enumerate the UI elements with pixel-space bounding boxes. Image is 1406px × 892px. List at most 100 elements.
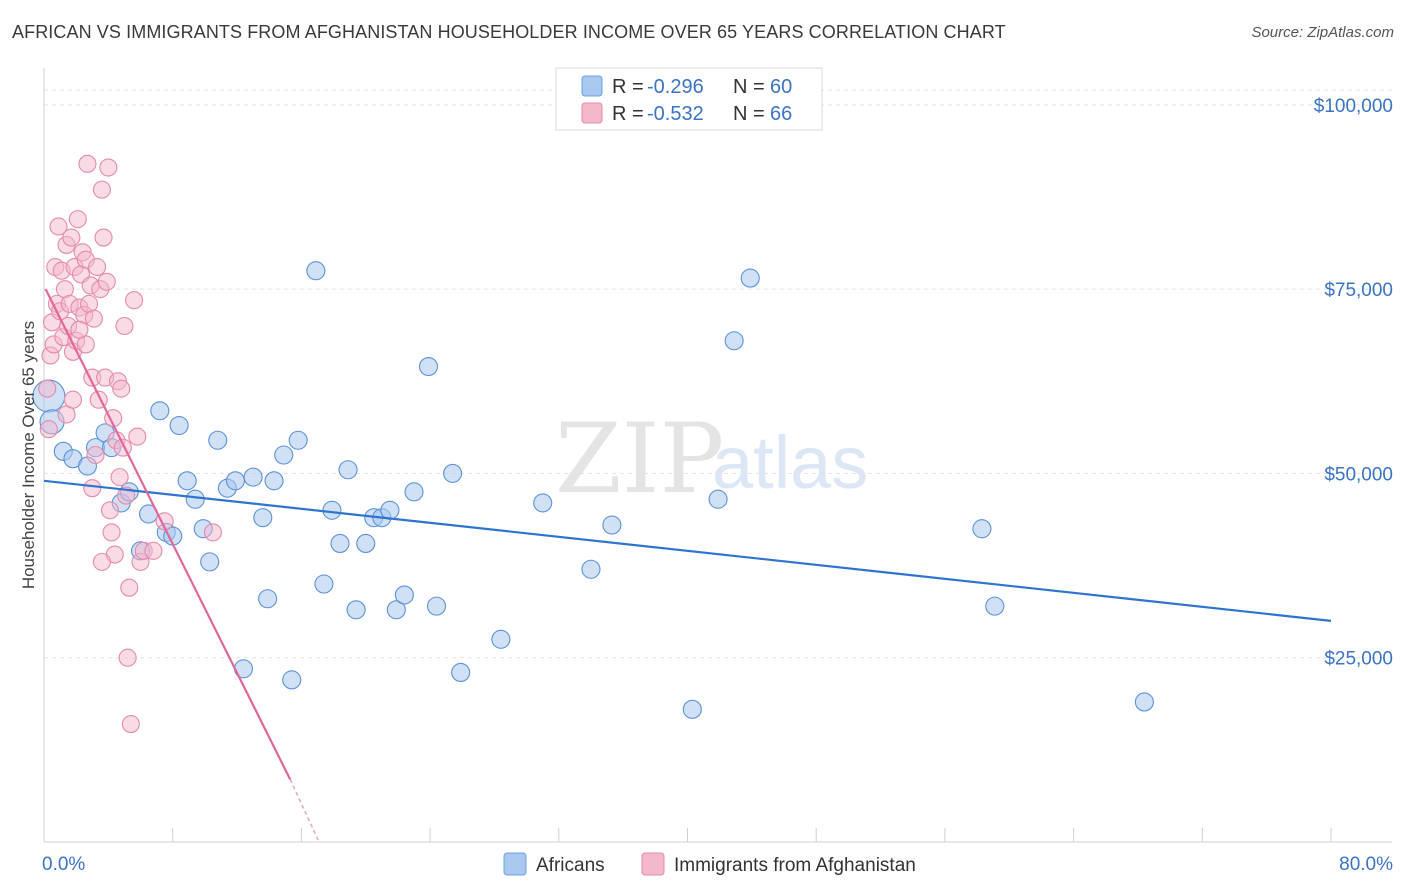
point-afghanistan	[94, 228, 113, 247]
x-tick-label-min: 0.0%	[42, 854, 85, 875]
point-africans	[150, 401, 170, 421]
point-africans	[314, 574, 334, 594]
legend-r-label-1: R =	[612, 103, 644, 125]
point-africans	[708, 489, 728, 509]
legend-swatch-afghanistan	[581, 102, 603, 124]
point-africans	[386, 600, 406, 620]
point-africans	[740, 268, 760, 288]
legend-n-label-1: N =	[733, 103, 765, 125]
point-africans	[258, 589, 278, 609]
point-afghanistan	[92, 180, 111, 199]
point-africans	[288, 430, 308, 450]
point-africans	[418, 356, 439, 377]
x-tick-labels: 0.0% 80.0%	[42, 854, 1393, 875]
point-africans	[972, 519, 992, 539]
source-label: Source: ZipAtlas.com	[1251, 24, 1394, 41]
point-africans	[264, 471, 284, 491]
point-africans	[682, 699, 702, 719]
legend-n-value-1: 66	[770, 103, 792, 125]
legend-n-label-0: N =	[733, 76, 765, 98]
point-africans	[491, 629, 511, 649]
point-africans	[274, 445, 294, 465]
point-africans	[426, 596, 447, 616]
point-africans	[443, 463, 463, 483]
point-africans	[724, 331, 744, 351]
point-afghanistan	[83, 479, 102, 498]
point-afghanistan	[68, 210, 87, 229]
x-tick-label-max: 80.0%	[1339, 854, 1393, 875]
point-africans	[330, 533, 350, 554]
point-africans	[1134, 692, 1154, 712]
point-afghanistan	[78, 154, 97, 173]
point-africans	[404, 482, 424, 502]
point-afghanistan	[70, 320, 89, 339]
point-afghanistan	[121, 715, 140, 734]
point-afghanistan	[39, 420, 58, 439]
bottom-legend-afghanistan: Immigrants from Afghanistan	[674, 855, 916, 876]
point-afghanistan	[102, 523, 121, 542]
point-afghanistan	[118, 648, 137, 667]
point-africans	[533, 493, 553, 513]
point-afghanistan	[115, 316, 134, 336]
legend-swatch-africans	[581, 75, 603, 97]
point-afghanistan	[86, 445, 105, 465]
point-africans	[306, 261, 326, 281]
point-afghanistan	[112, 379, 131, 398]
point-africans	[169, 415, 189, 436]
point-africans	[338, 460, 358, 480]
point-afghanistan	[88, 257, 107, 277]
point-africans	[177, 471, 197, 491]
point-afghanistan	[63, 390, 83, 409]
y-axis-title: Householder Income Over 65 years	[19, 321, 38, 589]
watermark-zip: ZIP	[555, 403, 724, 515]
chart-title: AFRICAN VS IMMIGRANTS FROM AFGHANISTAN H…	[12, 22, 1006, 42]
y-tick-label-0: $25,000	[1324, 649, 1393, 670]
point-afghanistan	[38, 379, 57, 398]
bottom-legend: Africans Immigrants from Afghanistan	[503, 852, 916, 876]
point-africans	[282, 670, 302, 690]
point-afghanistan	[125, 291, 144, 310]
bottom-legend-africans: Africans	[536, 855, 605, 876]
trend-line-afghanistan-extension	[289, 779, 320, 843]
point-africans	[253, 508, 273, 528]
point-africans	[208, 430, 228, 450]
point-afghanistan	[97, 272, 116, 291]
point-africans	[380, 500, 400, 520]
point-africans	[451, 662, 471, 683]
watermark: ZIP atlas	[555, 403, 868, 515]
legend-r-value-1: -0.532	[647, 103, 704, 125]
bottom-legend-swatch-afghanistan	[641, 852, 665, 876]
point-afghanistan	[84, 309, 103, 328]
point-afghanistan	[99, 158, 118, 177]
axes	[43, 68, 1392, 843]
legend-n-value-0: 60	[770, 76, 792, 98]
legend: R = -0.296 N = 60 R = -0.532 N = 66	[555, 67, 823, 131]
point-afghanistan	[128, 427, 147, 446]
point-africans	[322, 500, 342, 520]
point-afghanistan	[62, 228, 81, 247]
point-afghanistan	[120, 578, 139, 597]
y-tick-label-2: $75,000	[1324, 280, 1393, 301]
point-afghanistan	[144, 541, 163, 560]
grid	[44, 89, 1392, 659]
series-afghanistan	[38, 154, 222, 734]
point-afghanistan	[49, 217, 68, 236]
point-afghanistan	[203, 523, 222, 542]
point-africans	[346, 600, 366, 620]
y-tick-labels: $25,000 $50,000 $75,000 $100,000	[1314, 96, 1393, 670]
point-africans	[581, 559, 601, 579]
bottom-legend-swatch-africans	[503, 852, 527, 876]
trend-line-afghanistan	[44, 288, 292, 780]
point-afghanistan	[100, 501, 120, 520]
point-afghanistan	[110, 468, 129, 487]
series-africans	[32, 261, 1154, 719]
point-africans	[200, 552, 220, 572]
point-africans	[985, 596, 1005, 616]
point-afghanistan	[92, 552, 111, 571]
legend-r-label-0: R =	[612, 76, 644, 98]
y-tick-label-1: $50,000	[1324, 464, 1393, 485]
point-africans	[225, 471, 245, 491]
point-africans	[356, 533, 376, 554]
watermark-atlas: atlas	[712, 421, 868, 504]
